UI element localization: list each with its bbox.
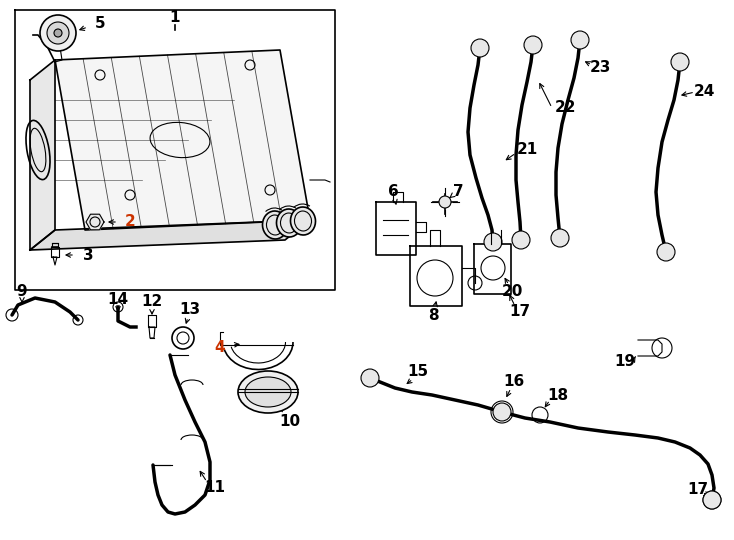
Polygon shape bbox=[30, 60, 55, 250]
Text: 21: 21 bbox=[517, 143, 537, 158]
Polygon shape bbox=[55, 50, 310, 230]
Text: 17: 17 bbox=[688, 483, 708, 497]
Text: 16: 16 bbox=[504, 375, 525, 389]
Ellipse shape bbox=[263, 211, 288, 239]
Ellipse shape bbox=[291, 207, 316, 235]
Circle shape bbox=[703, 491, 721, 509]
Text: 2: 2 bbox=[125, 214, 135, 230]
Circle shape bbox=[493, 403, 511, 421]
Circle shape bbox=[671, 53, 689, 71]
Text: 22: 22 bbox=[554, 100, 575, 116]
Circle shape bbox=[512, 231, 530, 249]
Text: 3: 3 bbox=[83, 247, 93, 262]
Text: 11: 11 bbox=[205, 481, 225, 496]
Circle shape bbox=[551, 229, 569, 247]
Polygon shape bbox=[86, 214, 104, 230]
Circle shape bbox=[439, 196, 451, 208]
Text: 18: 18 bbox=[548, 388, 569, 402]
Text: 5: 5 bbox=[95, 17, 105, 31]
Text: 17: 17 bbox=[509, 305, 531, 320]
Text: 23: 23 bbox=[589, 60, 611, 76]
Text: 14: 14 bbox=[107, 293, 128, 307]
Text: 15: 15 bbox=[407, 364, 429, 380]
Ellipse shape bbox=[277, 209, 302, 237]
Circle shape bbox=[54, 29, 62, 37]
Text: 19: 19 bbox=[614, 354, 636, 369]
Text: 10: 10 bbox=[280, 415, 300, 429]
Circle shape bbox=[361, 369, 379, 387]
Text: 20: 20 bbox=[501, 285, 523, 300]
Text: 13: 13 bbox=[179, 302, 200, 318]
Ellipse shape bbox=[245, 377, 291, 407]
Text: 4: 4 bbox=[214, 341, 225, 355]
Text: 8: 8 bbox=[428, 307, 438, 322]
Circle shape bbox=[524, 36, 542, 54]
Circle shape bbox=[657, 243, 675, 261]
Circle shape bbox=[471, 39, 489, 57]
Text: 24: 24 bbox=[694, 84, 715, 99]
Circle shape bbox=[484, 233, 502, 251]
Circle shape bbox=[703, 491, 721, 509]
Circle shape bbox=[571, 31, 589, 49]
Polygon shape bbox=[30, 220, 310, 250]
Ellipse shape bbox=[238, 371, 298, 413]
Circle shape bbox=[40, 15, 76, 51]
Text: 6: 6 bbox=[388, 185, 399, 199]
Text: 1: 1 bbox=[170, 10, 181, 25]
Text: 12: 12 bbox=[142, 294, 163, 309]
Text: 9: 9 bbox=[17, 285, 27, 300]
Text: 7: 7 bbox=[453, 185, 463, 199]
Circle shape bbox=[47, 22, 69, 44]
